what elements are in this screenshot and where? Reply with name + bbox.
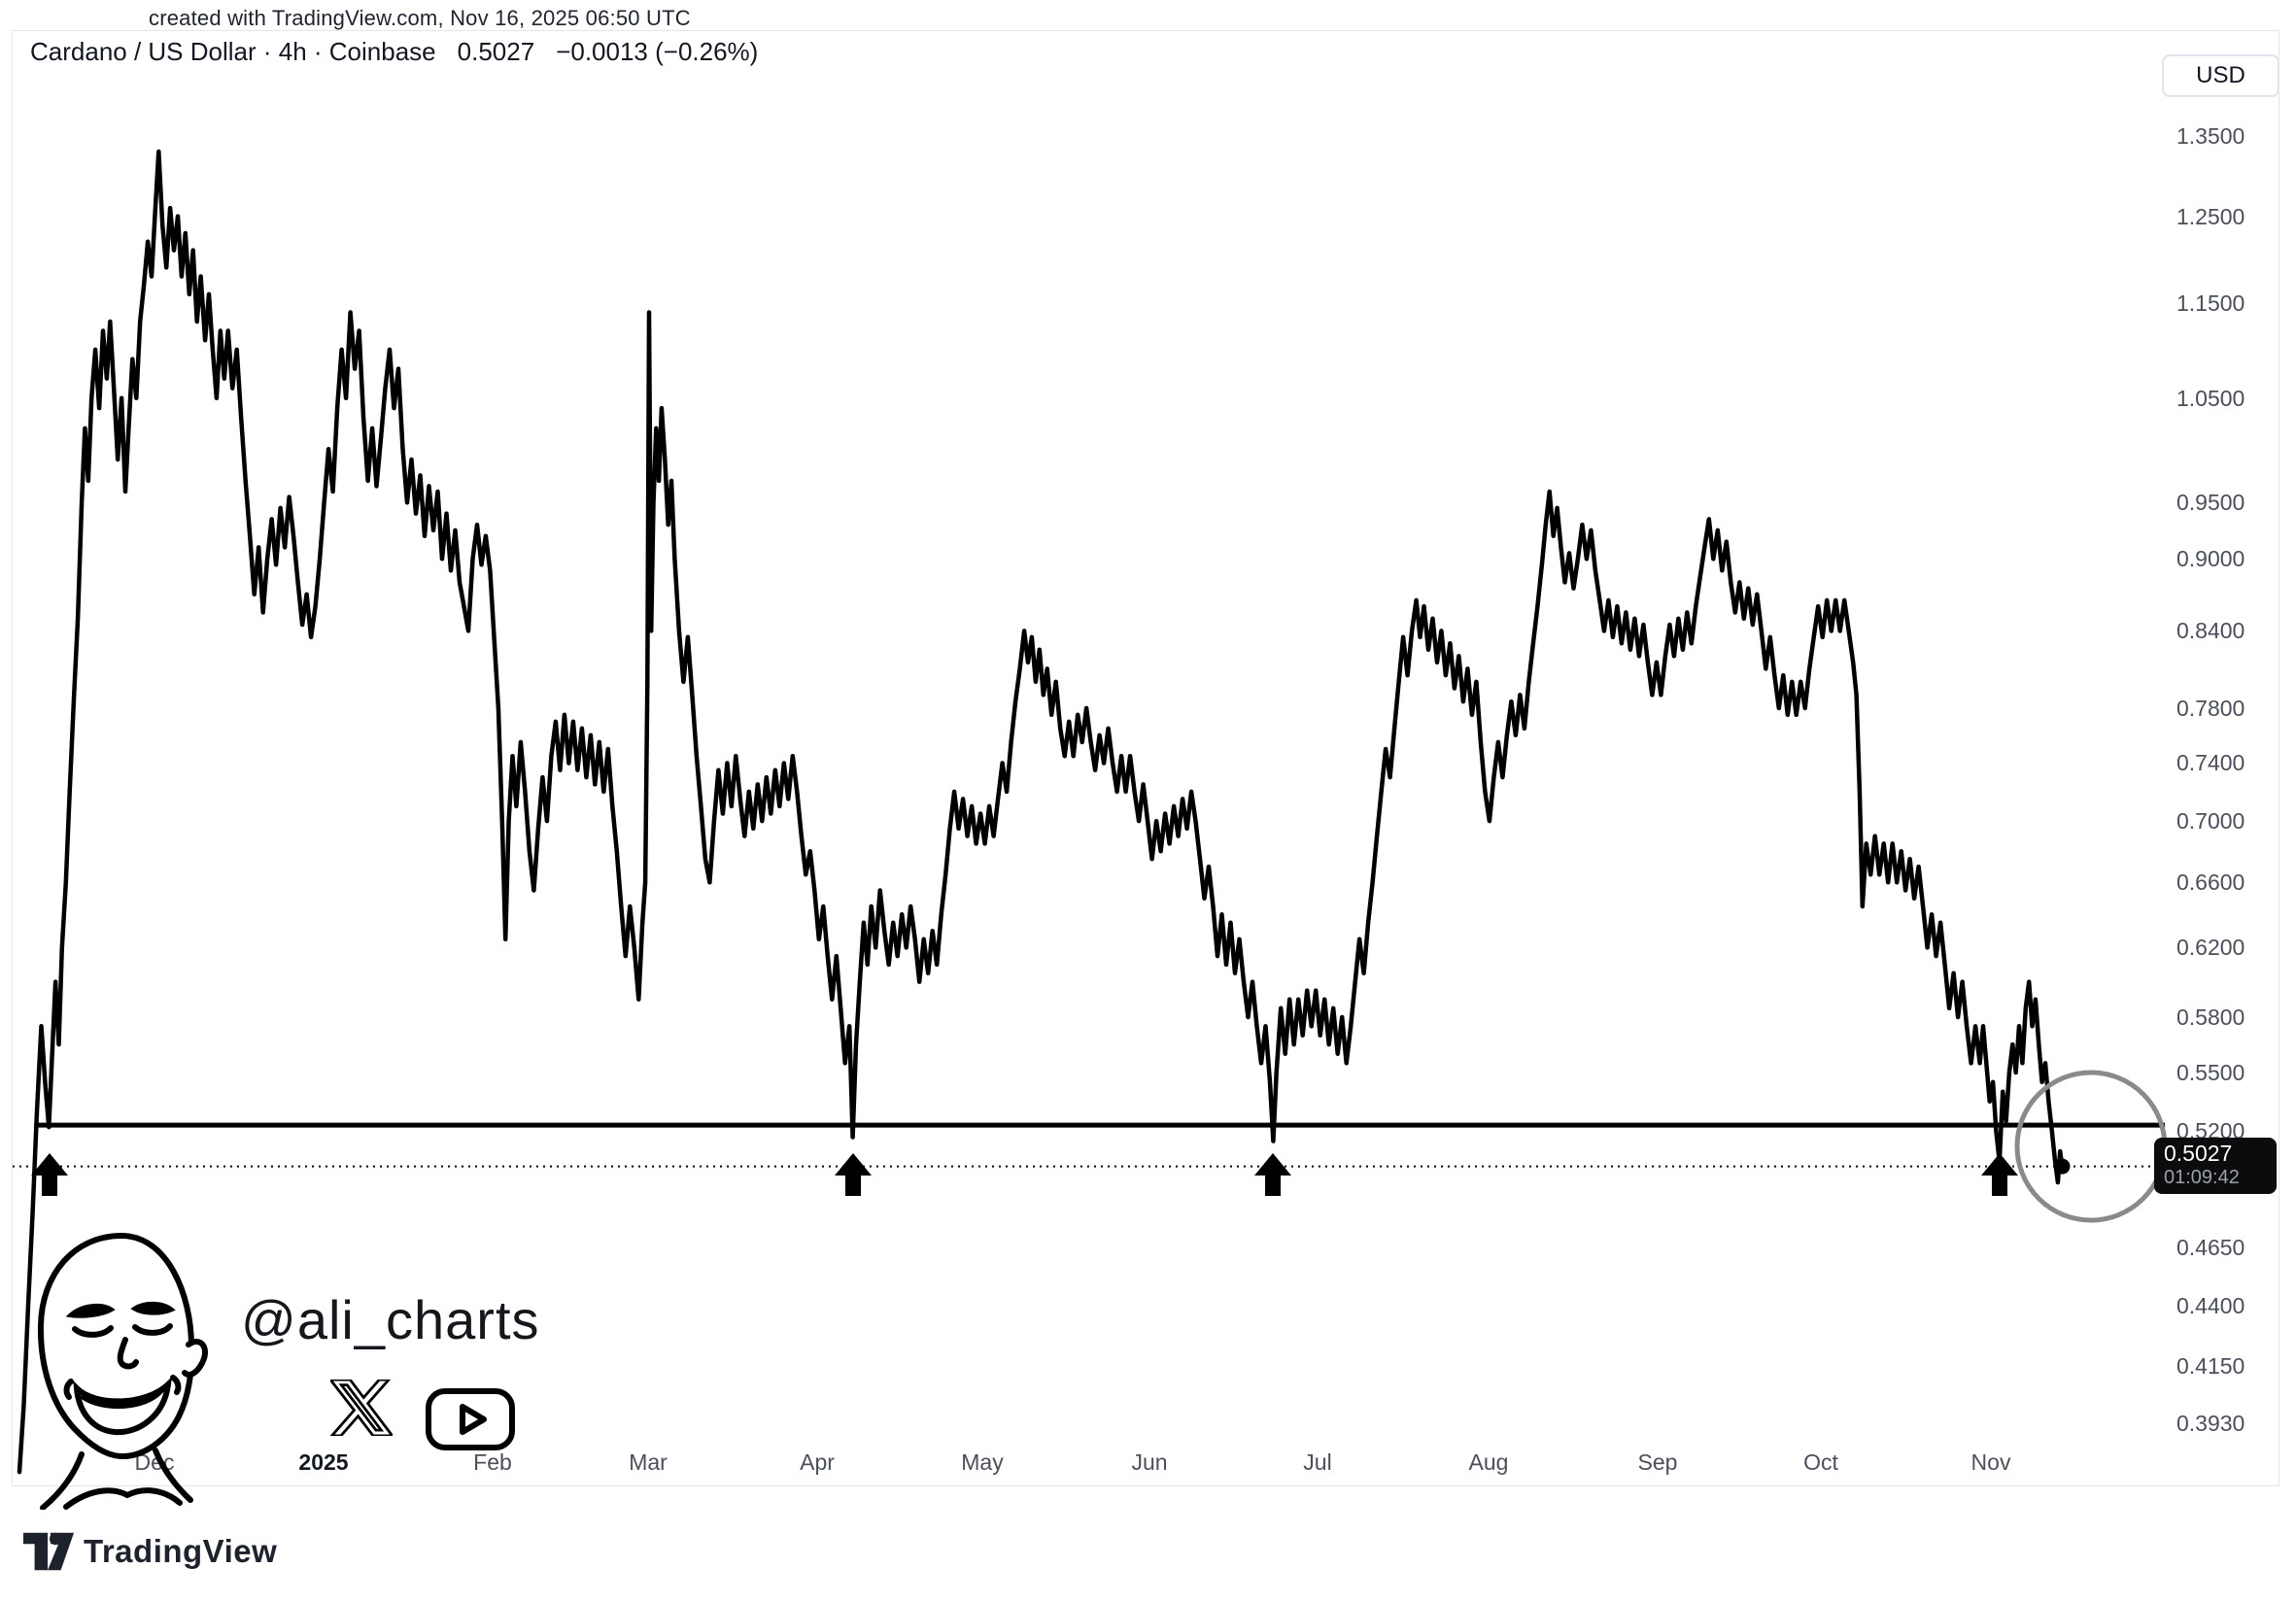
price-scale-tick: 0.3930 [2176,1410,2245,1436]
time-scale-tick: Jun [1131,1449,1168,1475]
time-scale-tick: Aug [1468,1449,1509,1475]
bar-countdown: 01:09:42 [2164,1166,2240,1188]
avatar [37,1232,208,1510]
time-scale-tick: Feb [473,1449,512,1475]
tradingview-logo-icon[interactable] [23,1532,76,1571]
price-scale-tick: 1.3500 [2176,123,2245,149]
price-scale-tick: 1.0500 [2176,385,2245,411]
symbol-title[interactable]: Cardano / US Dollar · 4h · Coinbase [30,37,436,66]
price-scale-tick: 0.7400 [2176,750,2245,776]
time-scale-tick: Mar [629,1449,668,1475]
chart-card [12,30,2279,1486]
price-scale-tick: 0.8400 [2176,618,2245,644]
time-scale-tick: Oct [1803,1449,1838,1475]
price-scale-tick: 0.9000 [2176,546,2245,572]
support-touch-arrow-icon [1254,1153,1291,1196]
currency-toggle-button[interactable]: USD [2162,54,2279,97]
price-scale-tick: 0.4650 [2176,1235,2245,1261]
time-scale-tick: May [961,1449,1004,1475]
highlight-circle-annotation[interactable] [2014,1070,2168,1223]
price-scale-tick: 0.4150 [2176,1353,2245,1380]
last-price-dot [2054,1158,2071,1175]
time-scale-tick: Nov [1970,1449,2011,1475]
price-scale-tick: 0.6200 [2176,935,2245,961]
current-price-value: 0.5027 [2164,1141,2233,1166]
price-scale-tick: 0.7000 [2176,808,2245,835]
x-logo-icon [330,1380,393,1436]
price-scale-tick: 0.5800 [2176,1005,2245,1030]
tradingview-brand-text[interactable]: TradingView [84,1533,278,1569]
support-touch-arrow-icon [835,1153,872,1196]
last-price: 0.5027 [457,37,535,66]
attribution-text: created with TradingView.com, Nov 16, 20… [149,6,691,30]
price-scale-tick: 1.1500 [2176,290,2245,317]
price-scale-tick: 0.4400 [2176,1292,2245,1318]
time-scale-tick: Jul [1303,1449,1332,1475]
price-scale-tick: 0.5500 [2176,1060,2245,1086]
time-scale-tick: Apr [800,1449,835,1475]
price-scale-tick: 0.9500 [2176,490,2245,516]
watermark-handle: @ali_charts [241,1289,540,1350]
time-scale-tick: Sep [1637,1449,1678,1475]
price-scale-tick: 1.2500 [2176,203,2245,229]
support-touch-arrow-icon [31,1153,68,1196]
current-price-label: 0.5027 01:09:42 [2154,1138,2277,1194]
time-scale-tick: 2025 [298,1449,349,1475]
price-change: −0.0013 (−0.26%) [556,37,759,66]
youtube-icon [426,1388,515,1450]
price-scale-tick: 0.6600 [2176,869,2245,896]
support-touch-arrow-icon [1981,1153,2018,1196]
chart-legend: Cardano / US Dollar · 4h · Coinbase 0.50… [30,37,758,67]
price-line-series [17,149,2065,1475]
price-scale-tick: 0.7800 [2176,695,2245,721]
